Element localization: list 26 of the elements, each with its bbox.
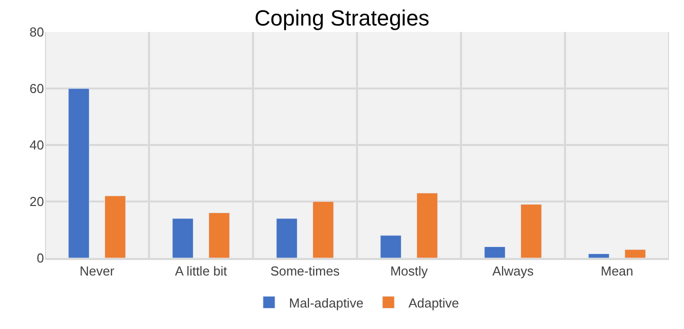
bar [624,249,646,258]
chart-title: Coping Strategies [254,5,430,30]
bar [380,235,402,258]
y-tick-label: 80 [30,24,44,40]
y-tick-label: 40 [30,138,44,153]
x-tick-label: Never [80,264,116,279]
legend-label: Adaptive [408,295,460,310]
x-tick-label: Always [492,264,534,279]
x-tick-label: A little bit [174,264,228,279]
bar [208,212,230,258]
bar [312,201,334,258]
x-tick-label: Mean [600,264,634,279]
bar [172,218,194,258]
y-tick-label: 60 [30,81,44,96]
bar [68,88,90,258]
bar [520,204,542,258]
bar [104,196,126,258]
bar [416,192,438,258]
bar [588,254,610,258]
x-tick-label: Some-times [270,264,340,279]
x-tick-label: Mostly [390,264,428,279]
bar [484,246,506,258]
bar [276,218,298,258]
y-tick-label: 20 [30,194,44,210]
y-tick-label: 0 [36,250,44,266]
legend-label: Mal-adaptive [289,295,364,310]
